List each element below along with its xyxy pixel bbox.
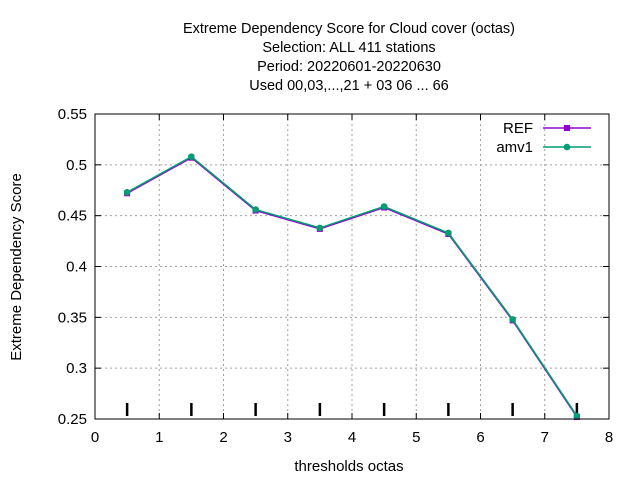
x-tick-label: 3 — [284, 429, 292, 446]
grid-lines — [95, 114, 609, 419]
x-tick-label: 0 — [91, 429, 99, 446]
x-tick-label: 4 — [348, 429, 356, 446]
x-axis-label: thresholds octas — [294, 458, 403, 475]
data-point-amv1 — [573, 412, 581, 420]
legend-marker-ref — [564, 125, 570, 131]
title-line-4: Used 00,03,...,21 + 03 06 ... 66 — [249, 78, 449, 94]
y-axis-label: Extreme Dependency Score — [8, 173, 25, 361]
y-tick-label: 0.45 — [58, 208, 87, 225]
sample-markers — [125, 403, 579, 416]
chart-title: Extreme Dependency Score for Cloud cover… — [183, 21, 515, 94]
plot-frame — [94, 113, 610, 420]
y-tick-label: 0.55 — [58, 106, 87, 123]
legend-marker-amv1 — [563, 143, 571, 151]
y-tick-label: 0.3 — [66, 360, 87, 377]
data-point-amv1 — [316, 224, 324, 232]
series-layer — [123, 153, 581, 420]
data-point-amv1 — [380, 203, 388, 210]
y-tick-label: 0.35 — [58, 309, 87, 326]
x-tick-label: 6 — [476, 429, 484, 446]
data-point-amv1 — [188, 153, 195, 160]
series-line-ref — [126, 156, 578, 418]
data-point-amv1 — [445, 229, 452, 237]
axis-ticks: 0 1 2 3 4 5 6 7 8 0.25 0.3 0.35 0.4 0.45 0.5 0.55 — [58, 106, 613, 446]
legend-label-amv1: amv1 — [496, 139, 533, 156]
legend-label-ref: REF — [503, 120, 533, 137]
y-tick-label: 0.4 — [66, 259, 87, 276]
x-tick-label: 5 — [412, 429, 420, 446]
data-point-amv1 — [509, 316, 516, 323]
legend: REF amv1 — [496, 120, 591, 156]
title-line-3: Period: 20220601-20220630 — [257, 59, 441, 75]
y-tick-label: 0.5 — [66, 157, 87, 174]
y-tick-label: 0.25 — [58, 411, 87, 428]
x-tick-label: 8 — [605, 429, 613, 446]
series-line-amv1 — [126, 155, 578, 417]
x-tick-label: 1 — [155, 429, 163, 446]
title-line-1: Extreme Dependency Score for Cloud cover… — [183, 21, 515, 37]
x-tick-label: 7 — [541, 429, 549, 446]
title-line-2: Selection: ALL 411 stations — [262, 40, 435, 56]
data-point-amv1 — [123, 188, 131, 196]
x-tick-label: 2 — [219, 429, 227, 446]
data-point-amv1 — [252, 206, 259, 213]
